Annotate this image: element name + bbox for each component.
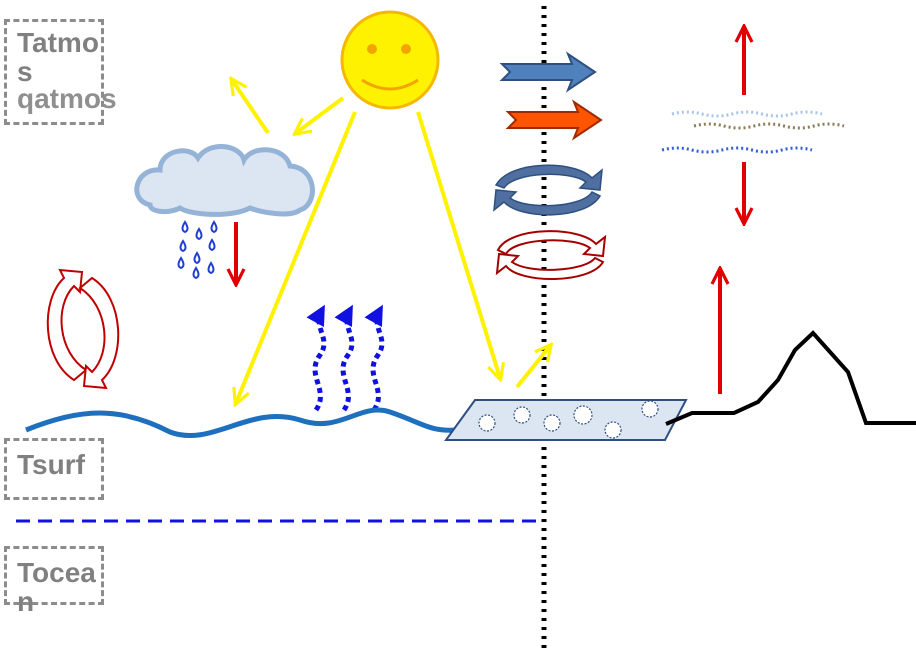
- atmosphere-cycle-arrows-icon: [46, 268, 120, 390]
- blue-cycle-arrows-icon: [493, 164, 603, 216]
- sunray-to-ice: [416, 111, 500, 378]
- sea-ice-icon: [444, 399, 688, 441]
- sun-icon: [340, 10, 440, 110]
- tsurf-label: Tsurf: [17, 449, 85, 480]
- tocean-box: Tocean: [4, 546, 104, 616]
- ocean-surface-wave: [25, 407, 457, 439]
- rain-drops-icon: [177, 220, 218, 280]
- sunray-to-ocean: [236, 111, 357, 403]
- tocean-label: Tocean: [17, 557, 96, 617]
- orange-flux-arrow-icon: [505, 99, 603, 141]
- evaporation-arrows-icon: [306, 304, 385, 412]
- tsurf-box: Tsurf: [4, 438, 104, 500]
- tatmos-label: Tatmos: [17, 27, 99, 87]
- qatmos-label: qatmos: [17, 83, 117, 114]
- mountain-icon: [665, 330, 916, 426]
- sunray-to-cloud: [296, 96, 345, 133]
- ice-reflection-arrow: [515, 346, 550, 389]
- cloud-icon: [134, 143, 315, 217]
- dark-red-cycle-arrows-icon: [495, 230, 607, 281]
- atmosphere-layers-icon: [661, 110, 845, 154]
- blue-flux-arrow-icon: [499, 51, 597, 93]
- tatmos-box: Tatmos qatmos: [4, 19, 117, 125]
- cloud-reflection-arrow: [232, 80, 270, 135]
